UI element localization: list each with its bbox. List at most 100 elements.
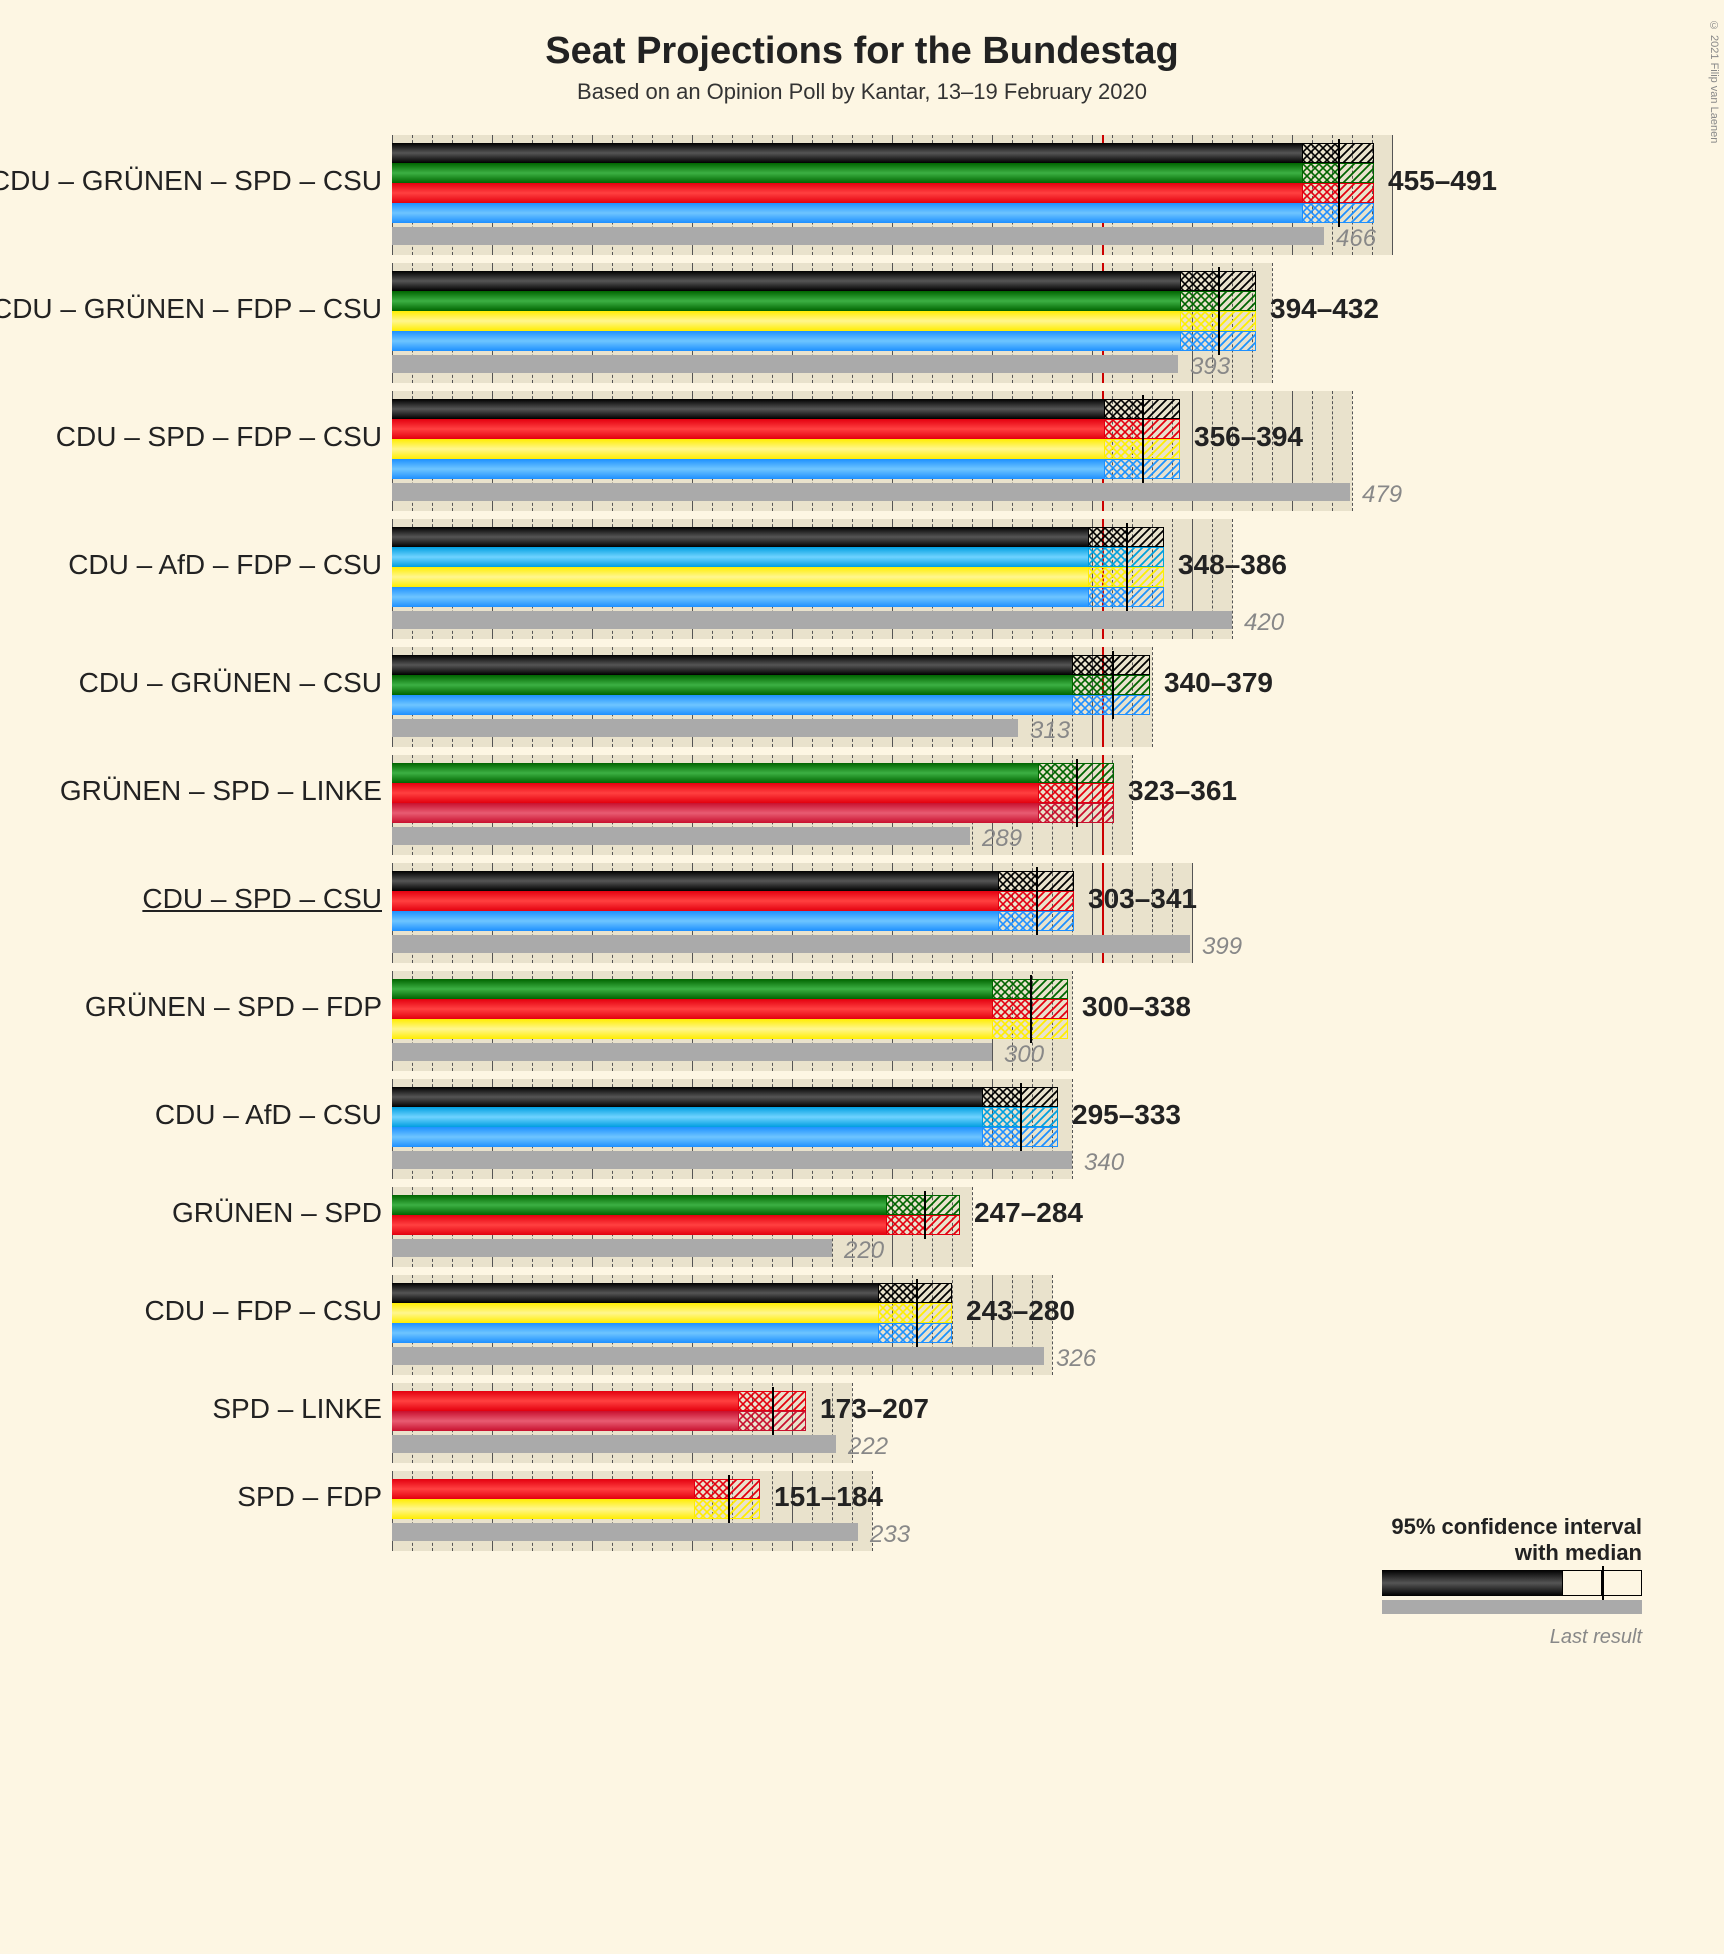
last-result-bar	[392, 1043, 992, 1061]
bar-area: 348–386 420	[392, 519, 1432, 639]
coalition-label: GRÜNEN – SPD – LINKE	[60, 775, 382, 807]
last-result-bar	[392, 227, 1324, 245]
coalition-row: CDU – SPD – CSU 303–341399	[42, 863, 1682, 963]
last-result-text: 466	[1336, 225, 1376, 253]
last-result-bar	[392, 827, 970, 845]
range-text: 323–361	[1128, 775, 1237, 807]
range-text: 356–394	[1194, 421, 1303, 453]
range-text: 455–491	[1388, 165, 1497, 197]
range-text: 300–338	[1082, 991, 1191, 1023]
median-tick	[728, 1475, 730, 1523]
last-result-bar	[392, 611, 1232, 629]
projection-bar	[392, 979, 992, 1039]
range-text: 295–333	[1072, 1099, 1181, 1131]
range-text: 247–284	[974, 1197, 1083, 1229]
projection-bar	[392, 1479, 694, 1519]
projection-bar	[392, 871, 998, 931]
coalition-label: SPD – LINKE	[212, 1393, 382, 1425]
last-result-bar	[392, 1239, 832, 1257]
range-text: 151–184	[774, 1481, 883, 1513]
coalition-row: CDU – GRÜNEN – CSU 340–379 313	[42, 647, 1682, 747]
coalition-row: SPD – LINKE 173–207222	[42, 1383, 1682, 1463]
last-result-bar	[392, 355, 1178, 373]
coalition-row: GRÜNEN – SPD – LINKE 323–361 289	[42, 755, 1682, 855]
last-result-text: 220	[844, 1237, 884, 1265]
confidence-interval	[886, 1195, 960, 1235]
coalition-label: SPD – FDP	[237, 1481, 382, 1513]
projection-bar	[392, 1391, 738, 1431]
median-tick	[1030, 975, 1032, 1043]
median-tick	[1076, 759, 1078, 827]
coalition-row: CDU – SPD – FDP – CSU 356–394 479	[42, 391, 1682, 511]
bar-area: 455–491466	[392, 135, 1432, 255]
range-text: 340–379	[1164, 667, 1273, 699]
median-tick	[1218, 267, 1220, 355]
last-result-text: 393	[1190, 353, 1230, 381]
bar-area: 151–184 233	[392, 1471, 1432, 1551]
median-tick	[916, 1279, 918, 1347]
confidence-interval	[878, 1283, 952, 1343]
last-result-bar	[392, 935, 1190, 953]
bar-area: 394–432393	[392, 263, 1432, 383]
coalition-label: CDU – GRÜNEN – SPD – CSU	[0, 165, 382, 197]
coalition-row: CDU – AfD – FDP – CSU 348–386 420	[42, 519, 1682, 639]
confidence-interval	[694, 1479, 760, 1519]
projection-bar	[392, 655, 1072, 715]
range-text: 243–280	[966, 1295, 1075, 1327]
coalition-row: CDU – AfD – CSU 295–333 340	[42, 1079, 1682, 1179]
confidence-interval	[1072, 655, 1150, 715]
projection-bar	[392, 143, 1302, 223]
bar-area: 340–379 313	[392, 647, 1432, 747]
range-text: 348–386	[1178, 549, 1287, 581]
coalition-label: CDU – AfD – CSU	[155, 1099, 382, 1131]
coalition-label: CDU – SPD – FDP – CSU	[56, 421, 382, 453]
bar-area: 295–333 340	[392, 1079, 1432, 1179]
median-tick	[1112, 651, 1114, 719]
last-result-bar	[392, 719, 1018, 737]
bar-area: 173–207222	[392, 1383, 1432, 1463]
projection-bar	[392, 763, 1038, 823]
legend: 95% confidence intervalwith median Last …	[1342, 1514, 1642, 1649]
coalition-row: GRÜNEN – SPD – FDP 300–338 300	[42, 971, 1682, 1071]
median-tick	[1142, 395, 1144, 483]
last-result-bar	[392, 1523, 858, 1541]
median-tick	[924, 1191, 926, 1239]
bar-area: 247–284 220	[392, 1187, 1432, 1267]
last-result-bar	[392, 1347, 1044, 1365]
projection-bar	[392, 399, 1104, 479]
last-result-text: 289	[982, 825, 1022, 853]
coalition-label: CDU – SPD – CSU	[142, 883, 382, 915]
last-result-text: 313	[1030, 717, 1070, 745]
legend-bars	[1342, 1570, 1642, 1622]
coalition-row: CDU – GRÜNEN – FDP – CSU394–432393	[42, 263, 1682, 383]
legend-ci-label: 95% confidence intervalwith median	[1342, 1514, 1642, 1566]
median-tick	[1338, 139, 1340, 227]
bar-area: 303–341399	[392, 863, 1432, 963]
coalition-label: CDU – GRÜNEN – FDP – CSU	[0, 293, 382, 325]
coalition-label: CDU – AfD – FDP – CSU	[68, 549, 382, 581]
bar-area: 323–361 289	[392, 755, 1432, 855]
median-tick	[1126, 523, 1128, 611]
bar-area: 243–280326	[392, 1275, 1432, 1375]
last-result-text: 479	[1362, 481, 1402, 509]
projection-bar	[392, 1087, 982, 1147]
last-result-text: 300	[1004, 1041, 1044, 1069]
copyright-text: © 2021 Filip van Laenen	[1708, 20, 1720, 143]
projection-bar	[392, 271, 1180, 351]
last-result-bar	[392, 1435, 836, 1453]
last-result-text: 340	[1084, 1149, 1124, 1177]
last-result-bar	[392, 483, 1350, 501]
chart-subtitle: Based on an Opinion Poll by Kantar, 13–1…	[40, 79, 1684, 105]
coalition-label: CDU – FDP – CSU	[144, 1295, 382, 1327]
last-result-text: 420	[1244, 609, 1284, 637]
chart-title: Seat Projections for the Bundestag	[40, 30, 1684, 73]
median-tick	[1036, 867, 1038, 935]
bar-area: 356–394 479	[392, 391, 1432, 511]
projection-bar	[392, 1195, 886, 1235]
projection-bar	[392, 527, 1088, 607]
coalition-row: CDU – GRÜNEN – SPD – CSU455–491466	[42, 135, 1682, 255]
coalition-label: GRÜNEN – SPD – FDP	[85, 991, 382, 1023]
coalition-label: GRÜNEN – SPD	[172, 1197, 382, 1229]
last-result-text: 233	[870, 1521, 910, 1549]
coalition-label: CDU – GRÜNEN – CSU	[79, 667, 382, 699]
